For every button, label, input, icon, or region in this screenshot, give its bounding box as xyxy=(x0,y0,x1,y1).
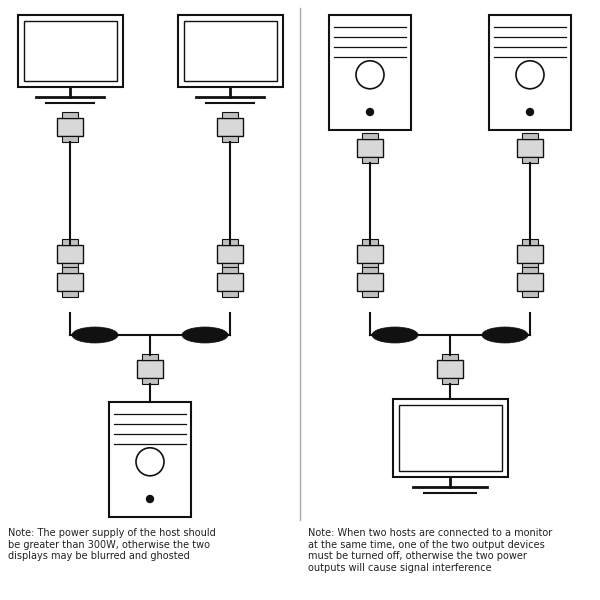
Bar xyxy=(362,291,378,297)
Bar xyxy=(137,360,163,378)
Bar xyxy=(522,263,538,269)
Bar xyxy=(217,273,243,291)
Bar xyxy=(17,15,122,87)
Bar xyxy=(357,245,383,263)
Bar xyxy=(62,239,78,245)
Bar xyxy=(222,263,238,269)
Circle shape xyxy=(146,496,154,503)
Bar xyxy=(178,15,283,87)
Ellipse shape xyxy=(72,327,118,343)
Bar xyxy=(142,378,158,384)
Text: Note: When two hosts are connected to a monitor
at the same time, one of the two: Note: When two hosts are connected to a … xyxy=(308,528,552,573)
Bar xyxy=(222,267,238,273)
Bar xyxy=(62,267,78,273)
Ellipse shape xyxy=(182,327,228,343)
Bar xyxy=(357,139,383,157)
Bar xyxy=(522,267,538,273)
Bar xyxy=(217,245,243,263)
Circle shape xyxy=(527,109,533,115)
Bar xyxy=(57,245,83,263)
Bar xyxy=(442,354,458,360)
Bar xyxy=(517,245,543,263)
Bar xyxy=(489,15,571,130)
Bar xyxy=(362,263,378,269)
Bar xyxy=(437,360,463,378)
Bar xyxy=(62,263,78,269)
Bar xyxy=(57,118,83,136)
Ellipse shape xyxy=(482,327,528,343)
Bar xyxy=(517,273,543,291)
Bar xyxy=(362,133,378,139)
Bar xyxy=(357,273,383,291)
Bar xyxy=(57,273,83,291)
Bar xyxy=(392,399,508,477)
Bar xyxy=(442,378,458,384)
Bar xyxy=(522,157,538,163)
Bar xyxy=(398,405,502,471)
Bar xyxy=(522,291,538,297)
Bar xyxy=(222,136,238,142)
Bar xyxy=(217,118,243,136)
Bar xyxy=(62,112,78,118)
Bar xyxy=(362,267,378,273)
Bar xyxy=(142,354,158,360)
Ellipse shape xyxy=(372,327,418,343)
Bar xyxy=(517,139,543,157)
Bar xyxy=(362,239,378,245)
Text: Note: The power supply of the host should
be greater than 300W, otherwise the tw: Note: The power supply of the host shoul… xyxy=(8,528,216,561)
Bar xyxy=(222,112,238,118)
Bar xyxy=(109,402,191,517)
Bar xyxy=(23,21,116,81)
Bar xyxy=(329,15,411,130)
Bar xyxy=(222,291,238,297)
Bar xyxy=(522,239,538,245)
Bar xyxy=(222,239,238,245)
Bar xyxy=(62,291,78,297)
Bar xyxy=(522,133,538,139)
Bar xyxy=(62,136,78,142)
Bar xyxy=(362,157,378,163)
Circle shape xyxy=(367,109,373,115)
Bar xyxy=(184,21,277,81)
